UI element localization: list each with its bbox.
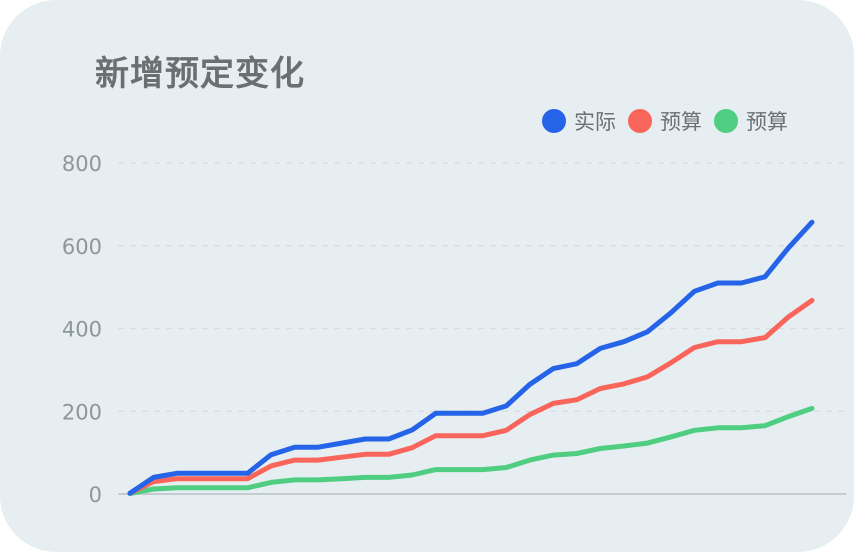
legend-item-2[interactable]: 预算: [714, 106, 788, 136]
y-tick-label-4: 800: [62, 152, 102, 176]
series-line-0[interactable]: [127, 219, 815, 496]
legend-label-0: 实际: [574, 110, 616, 134]
chart-legend: 实际 预算 预算: [530, 106, 788, 136]
y-tick-label-0: 0: [89, 483, 102, 507]
y-tick-label-3: 600: [62, 235, 102, 259]
legend-swatch-2: [714, 109, 738, 133]
legend-item-1[interactable]: 预算: [628, 106, 702, 136]
y-tick-label-2: 400: [62, 318, 102, 342]
y-tick-label-1: 200: [62, 400, 102, 424]
series-line-2[interactable]: [127, 405, 815, 497]
chart-title: 新增预定变化: [95, 54, 305, 94]
series-line-1[interactable]: [127, 297, 815, 496]
legend-item-0[interactable]: 实际: [542, 106, 616, 136]
legend-swatch-0: [542, 109, 566, 133]
legend-swatch-1: [628, 109, 652, 133]
legend-label-1: 预算: [660, 110, 702, 134]
legend-label-2: 预算: [746, 110, 788, 134]
